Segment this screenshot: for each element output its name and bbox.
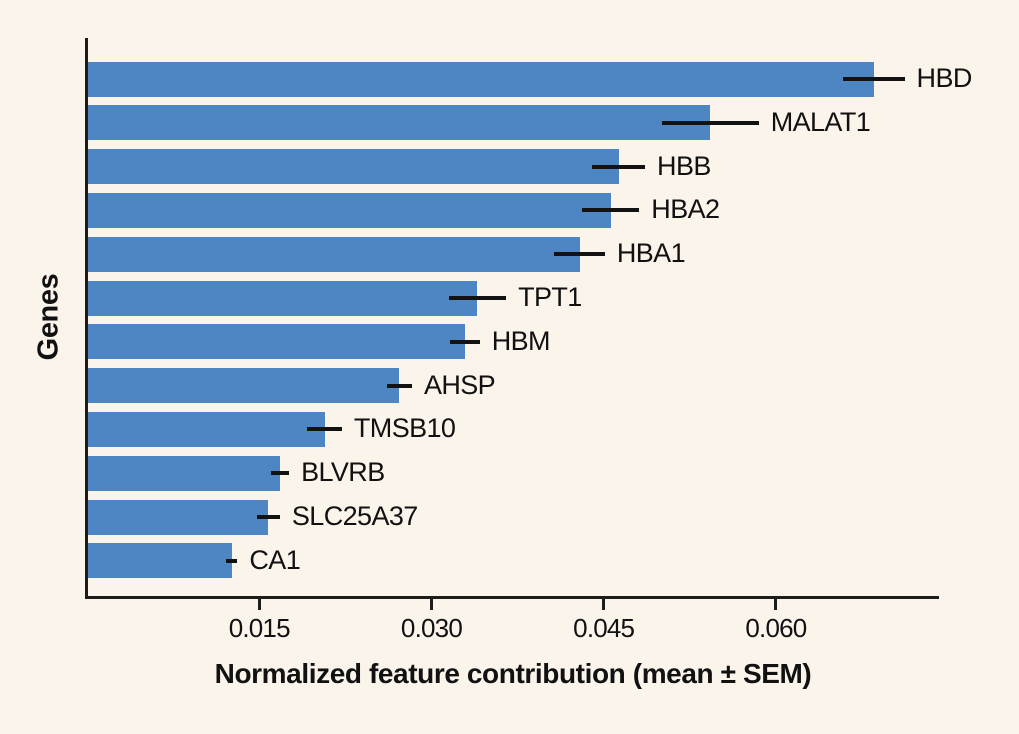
error-bar-ahsp: [386, 383, 412, 388]
gene-label-tpt1: TPT1: [518, 281, 582, 312]
x-tick-mark: [774, 599, 778, 610]
x-axis-spine: [85, 596, 939, 599]
error-bar-hba1: [554, 252, 605, 257]
bar-hbm: [87, 324, 465, 360]
gene-label-ca1: CA1: [249, 544, 301, 575]
bar-tmsb10: [87, 411, 325, 447]
bar-malat1: [87, 105, 711, 141]
y-axis-label: Genes: [32, 273, 65, 361]
gene-label-ahsp: AHSP: [423, 369, 496, 400]
bar-hbd: [87, 61, 874, 97]
gene-label-blvrb: BLVRB: [301, 457, 385, 488]
error-bar-hbm: [449, 339, 480, 344]
bar-blvrb: [87, 455, 280, 491]
bar-ahsp: [87, 368, 400, 404]
x-tick-mark: [429, 599, 433, 610]
bar-tpt1: [87, 280, 478, 316]
gene-label-hba2: HBA2: [651, 194, 720, 225]
bar-ca1: [87, 543, 232, 579]
error-bar-hbd: [842, 77, 905, 81]
gene-label-hba1: HBA1: [616, 238, 686, 269]
x-tick-label: 0.030: [400, 613, 463, 643]
error-bar-tmsb10: [307, 427, 342, 432]
bar-hbb: [87, 149, 619, 185]
gene-label-hbd: HBD: [916, 62, 973, 93]
gene-label-tmsb10: TMSB10: [353, 413, 456, 444]
y-axis-spine: [85, 38, 88, 599]
gene-label-hbb: HBB: [657, 150, 711, 181]
gene-label-slc25a37: SLC25A37: [291, 500, 418, 531]
bar-slc25a37: [87, 499, 269, 535]
x-tick-mark: [257, 599, 261, 610]
x-tick-mark: [602, 599, 606, 610]
x-tick-label: 0.045: [573, 613, 635, 643]
plot-area: HBD MALAT1 HBB HBA2 HBA1 TPT1 HBM AHSP TMSB10 BLV…: [87, 38, 972, 596]
error-bar-tpt1: [448, 296, 507, 300]
bar-hba2: [87, 192, 611, 228]
x-axis-label: Normalized feature contribution (mean ± …: [214, 658, 812, 689]
error-bar-ca1: [225, 558, 238, 563]
gene-label-malat1: MALAT1: [770, 106, 871, 137]
x-tick-label: 0.060: [745, 613, 807, 643]
error-bar-blvrb: [270, 471, 290, 476]
error-bar-malat1: [662, 120, 759, 125]
bar-hba1: [87, 236, 580, 272]
error-bar-hbb: [592, 164, 646, 169]
error-bar-slc25a37: [256, 515, 280, 519]
x-tick-label: 0.015: [228, 613, 291, 643]
gene-label-hbm: HBM: [491, 325, 551, 356]
error-bar-hba2: [581, 208, 640, 213]
x-axis-ticks: 0.015 0.030 0.045 0.060: [87, 599, 939, 649]
